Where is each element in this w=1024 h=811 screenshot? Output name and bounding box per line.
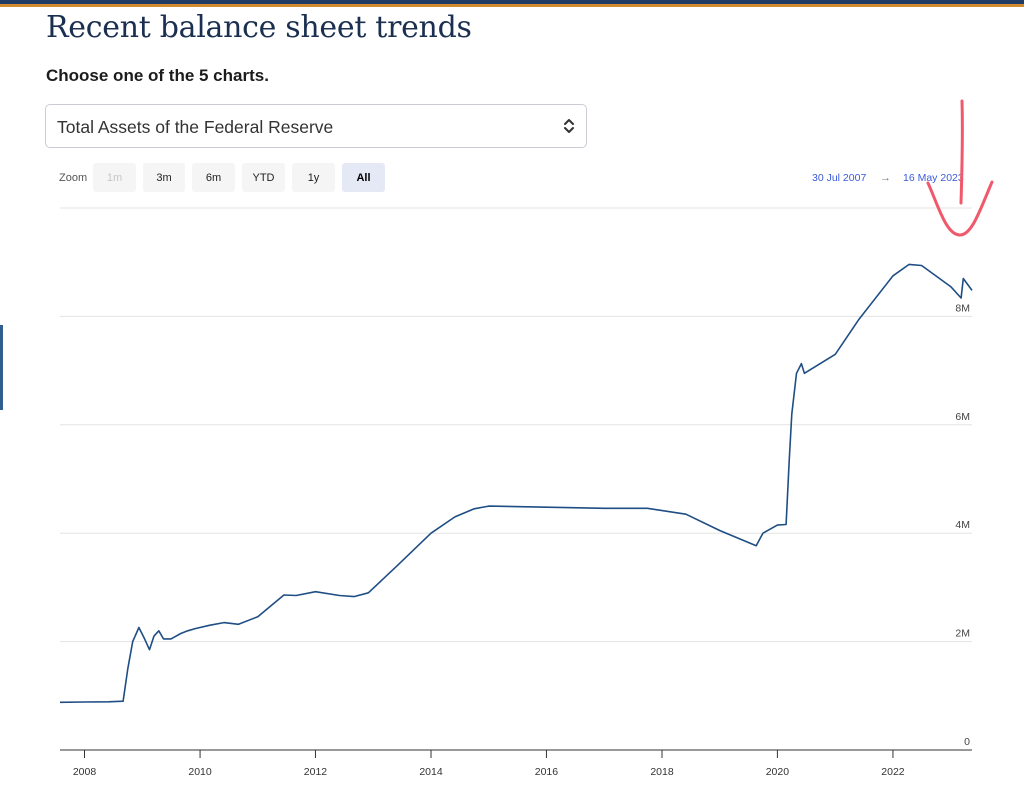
y-tick-label: 2M	[955, 628, 970, 640]
x-tick-label: 2012	[304, 766, 328, 778]
zoom-ytd-button[interactable]: YTD	[242, 163, 285, 192]
chart-selector[interactable]: Total Assets of the Federal Reserve	[45, 104, 587, 148]
x-tick-label: 2008	[73, 766, 97, 778]
zoom-6m-button[interactable]: 6m	[192, 163, 235, 192]
top-stripe-accent	[0, 4, 1024, 7]
range-arrow: →	[880, 172, 891, 184]
x-tick-label: 2022	[881, 766, 905, 778]
zoom-1y-button[interactable]: 1y	[292, 163, 335, 192]
left-edge-marker	[0, 325, 3, 410]
y-tick-label: 0	[964, 736, 970, 748]
chevron-updown-icon	[562, 117, 576, 140]
zoom-all-button[interactable]: All	[342, 163, 385, 192]
range-from-date[interactable]: 30 Jul 2007	[812, 172, 867, 184]
x-tick-label: 2010	[188, 766, 212, 778]
page-title: Recent balance sheet trends	[46, 10, 472, 45]
chart-selector-value: Total Assets of the Federal Reserve	[57, 117, 334, 137]
series-line-total-assets	[59, 263, 973, 704]
zoom-3m-button[interactable]: 3m	[143, 163, 185, 192]
y-tick-label: 8M	[955, 302, 970, 314]
x-tick-label: 2016	[535, 766, 559, 778]
x-tick-label: 2020	[766, 766, 790, 778]
y-tick-label: 6M	[955, 411, 970, 423]
top-stripe	[0, 0, 1024, 7]
zoom-1m-button[interactable]: 1m	[93, 163, 136, 192]
chart-choice-prompt: Choose one of the 5 charts.	[46, 66, 269, 85]
range-to-date[interactable]: 16 May 2023	[903, 172, 964, 184]
y-tick-label: 4M	[955, 519, 970, 531]
x-tick-label: 2014	[419, 766, 443, 778]
zoom-label: Zoom	[59, 172, 88, 184]
balance-sheet-chart[interactable]: 0 2M 4M 6M 8M 2008 2010 2012 2014 2016 2018 2020 202…	[0, 195, 1000, 795]
x-tick-label: 2018	[650, 766, 674, 778]
hand-drawn-arrow-annotation	[926, 99, 994, 237]
